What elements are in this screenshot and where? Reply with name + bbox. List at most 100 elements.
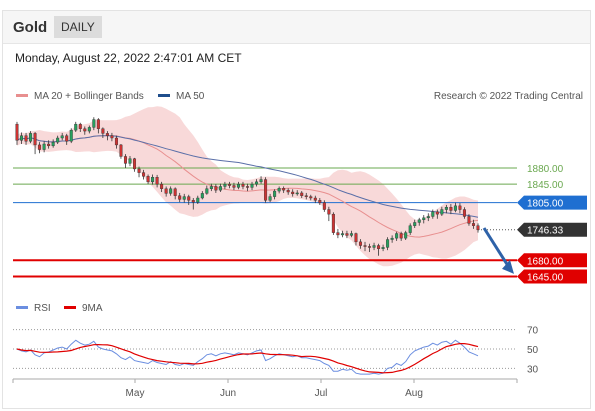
candle: [38, 142, 42, 154]
candle: [187, 194, 191, 205]
candle-body: [295, 192, 299, 195]
candle: [422, 215, 426, 224]
candle-body: [232, 185, 236, 188]
candle-body: [209, 186, 213, 189]
candle: [151, 174, 155, 185]
ma20-swatch: [16, 94, 28, 97]
candle: [223, 181, 227, 190]
candle: [300, 191, 304, 198]
candle: [313, 195, 317, 204]
candle: [435, 209, 439, 219]
candle-body: [250, 183, 254, 188]
forecast-arrow: [482, 227, 514, 274]
rsi-ma-line: [16, 343, 479, 374]
candle-body: [173, 188, 177, 196]
level-label-support: 1680.00: [527, 256, 564, 267]
candle-body: [444, 207, 448, 210]
candle: [372, 242, 376, 251]
candle: [146, 174, 150, 185]
x-tick-label: Jun: [220, 388, 236, 399]
level-tag-support: [517, 269, 587, 284]
timeframe-button[interactable]: DAILY: [54, 16, 102, 38]
candle-body: [56, 137, 60, 143]
candle-body: [458, 205, 462, 210]
candle-body: [467, 216, 471, 224]
candle: [133, 157, 137, 172]
candle-body: [426, 216, 430, 219]
candle: [191, 198, 195, 210]
candle-body: [182, 196, 186, 200]
candle-body: [69, 129, 73, 142]
candle: [322, 200, 326, 212]
ma20-legend-label: MA 20 + Bollinger Bands: [34, 91, 144, 102]
candle-body: [413, 222, 417, 226]
candle: [69, 128, 73, 144]
last-price-label: 1746.33: [527, 226, 564, 237]
rsi-ma-legend-label: 9MA: [82, 303, 103, 314]
candle: [29, 131, 33, 144]
candle: [273, 189, 277, 200]
candle-body: [60, 135, 64, 139]
candle: [42, 141, 46, 153]
candle-body: [300, 192, 304, 196]
level-tag-pivot: [517, 195, 587, 210]
level-tag-support: [517, 253, 587, 268]
candle: [354, 232, 358, 246]
candle: [232, 182, 236, 191]
candle-body: [322, 202, 326, 210]
candle: [386, 237, 390, 251]
candle-body: [187, 196, 191, 201]
candle-body: [286, 189, 290, 193]
candle: [264, 177, 268, 203]
candle: [336, 228, 340, 239]
candle-body: [191, 200, 195, 203]
candle-body: [123, 156, 127, 164]
candle-body: [368, 246, 372, 248]
candle: [101, 127, 105, 138]
candle-body: [74, 123, 78, 131]
candle: [83, 126, 87, 135]
candle: [255, 179, 259, 187]
rsi-line: [16, 339, 479, 375]
candle: [295, 190, 299, 196]
candle-body: [29, 133, 33, 142]
candle: [200, 191, 204, 200]
candle-body: [358, 241, 362, 246]
candle-body: [133, 158, 137, 170]
candle: [155, 174, 159, 188]
candle: [56, 135, 60, 144]
candle: [105, 131, 109, 141]
candle-body: [336, 232, 340, 236]
level-label-pivot: 1805.00: [527, 199, 564, 210]
candle: [390, 235, 394, 243]
candle-body: [236, 183, 240, 188]
candle-body: [404, 232, 408, 239]
last-price-tag: [517, 222, 587, 237]
candle-body: [304, 195, 308, 197]
candle: [291, 189, 295, 197]
candle-body: [33, 133, 37, 146]
candle: [114, 135, 118, 149]
candle-body: [255, 181, 259, 185]
candle: [408, 223, 412, 235]
credit-label: Research © 2022 Trading Central: [434, 91, 583, 102]
candle: [331, 212, 335, 235]
candle: [431, 209, 435, 219]
candle: [340, 230, 344, 238]
timestamp: Monday, August 22, 2022 2:47:01 AM CET: [15, 51, 242, 65]
candle-body: [227, 183, 231, 186]
candle: [250, 181, 254, 191]
x-axis: May Jun Jul Aug: [12, 378, 518, 399]
candle-body: [218, 186, 222, 191]
candle-body: [327, 209, 331, 215]
candle-body: [309, 196, 313, 199]
candle-body: [453, 205, 457, 211]
candle-body: [164, 188, 168, 194]
candle: [404, 230, 408, 240]
level-label-support: 1645.00: [527, 272, 564, 283]
candle-body: [42, 143, 46, 150]
candle: [110, 132, 114, 142]
candle: [309, 194, 313, 201]
candle-body: [105, 133, 109, 136]
candle: [123, 154, 127, 168]
